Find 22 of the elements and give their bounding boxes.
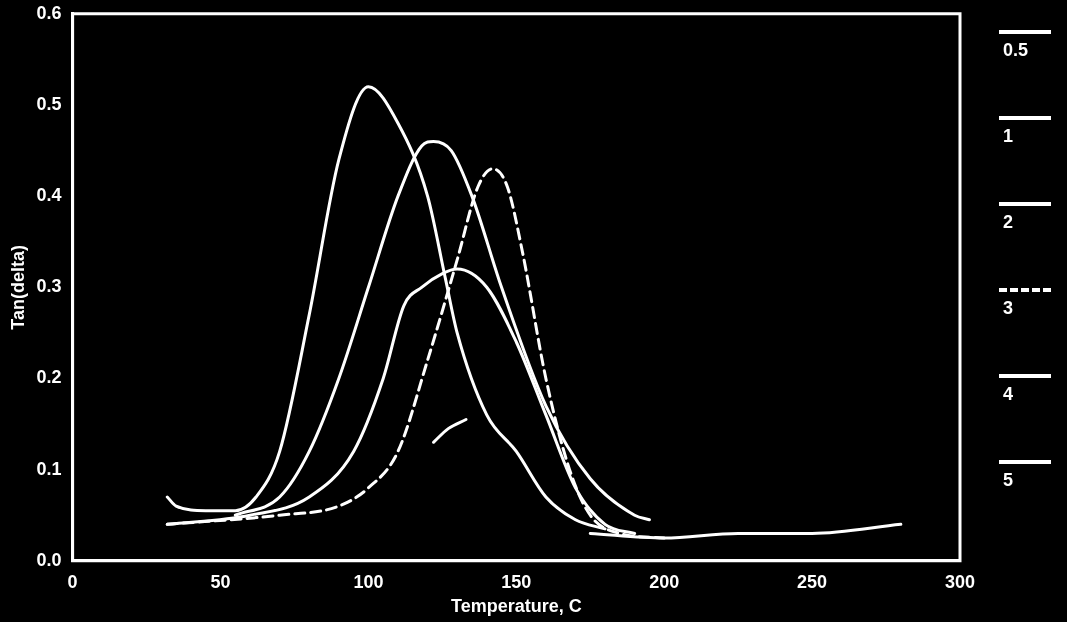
legend-label: 5 xyxy=(1002,470,1014,490)
x-tick-label: 100 xyxy=(353,571,384,592)
x-axis-title: Temperature, C xyxy=(450,596,582,617)
legend-label: 4 xyxy=(1002,384,1014,404)
x-tick-label: 50 xyxy=(210,571,231,592)
y-tick-label: 0.0 xyxy=(36,549,62,570)
legend-label: 3 xyxy=(1002,298,1014,318)
y-tick-label: 0.4 xyxy=(36,185,62,206)
y-tick-label: 0.6 xyxy=(36,2,62,23)
legend-label: 2 xyxy=(1002,212,1014,232)
y-tick-label: 0.1 xyxy=(36,458,62,479)
x-tick-label: 0 xyxy=(67,571,78,592)
x-tick-label: 150 xyxy=(501,571,532,592)
x-tick-label: 200 xyxy=(649,571,680,592)
y-tick-label: 0.5 xyxy=(36,93,62,114)
y-tick-label: 0.3 xyxy=(36,276,62,297)
y-axis-title: Tan(delta) xyxy=(7,244,28,330)
legend-label: 0.5 xyxy=(1002,40,1029,60)
x-tick-label: 250 xyxy=(797,571,828,592)
y-tick-label: 0.2 xyxy=(36,367,62,388)
x-tick-label: 300 xyxy=(944,571,976,592)
legend-label: 1 xyxy=(1002,126,1014,146)
